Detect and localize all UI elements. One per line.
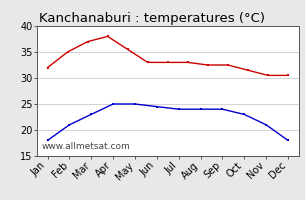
Text: www.allmetsat.com: www.allmetsat.com xyxy=(42,142,131,151)
Text: Kanchanaburi : temperatures (°C): Kanchanaburi : temperatures (°C) xyxy=(39,12,265,25)
